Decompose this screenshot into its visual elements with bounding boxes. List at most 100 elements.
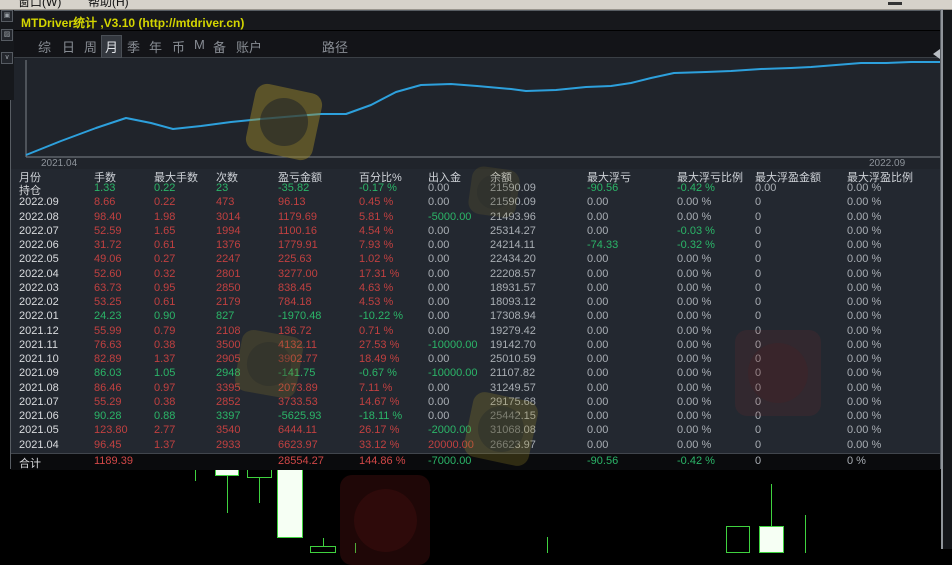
menu-item-1[interactable]: 帮助(H): [88, 0, 129, 9]
cell: -0.32 %: [677, 239, 715, 251]
table-row-9[interactable]: 2022.01 24.23 0.90 827 -1970.48 -10.22 % 0.00 1…: [11, 310, 940, 324]
table-row-0[interactable]: 持仓 1.33 0.22 23 -35.82 -0.17 % 0.00 21590.09 -90…: [11, 182, 940, 197]
column-header-4[interactable]: 盈亏金额: [278, 172, 322, 184]
table-row-3[interactable]: 2022.07 52.59 1.65 1994 1100.16 4.54 % 0.00 253…: [11, 225, 940, 239]
cell: 2179: [216, 296, 241, 308]
candle-wick: [771, 484, 772, 526]
cell: 0.00: [428, 182, 450, 194]
cell: 3014: [216, 210, 241, 223]
cell: 0.00 %: [847, 353, 882, 365]
cell: 0.00: [587, 438, 609, 451]
cell: 2852: [216, 395, 241, 408]
table-row-15[interactable]: 2021.07 55.29 0.38 2852 3733.53 14.67 % 0.00 29…: [11, 396, 940, 410]
cell: 52.59: [94, 224, 122, 237]
cell: 0.00 %: [847, 381, 882, 394]
cell: 784.18: [278, 296, 312, 308]
cell: 0.00 %: [847, 338, 882, 351]
toolbar-item-5[interactable]: 年: [149, 40, 163, 55]
table-row-2[interactable]: 2022.08 98.40 1.98 3014 1179.69 5.81 % -5000.0…: [11, 211, 940, 225]
table-row-6[interactable]: 2022.04 52.60 0.32 2801 3277.00 17.31 % 0.00 22…: [11, 268, 940, 282]
column-header-8[interactable]: 最大浮亏: [587, 172, 631, 184]
splitter-handle[interactable]: [941, 9, 943, 549]
cell: 0: [755, 338, 762, 351]
collapse-left-icon[interactable]: [933, 49, 940, 59]
table-row-5[interactable]: 2022.05 49.06 0.27 2247 225.63 1.02 % 0.00 2243…: [11, 253, 940, 267]
table-row-11[interactable]: 2021.11 76.63 0.38 3500 4132.11 27.53 % -10000…: [11, 339, 940, 353]
table-row-17[interactable]: 2021.05 123.80 2.77 3540 6444.11 26.17 % -2000…: [11, 424, 940, 438]
stats-toolbar: 综日周月季年币 M 备账户 路径: [11, 31, 940, 58]
cell: 0: [755, 224, 762, 237]
cell: 19279.42: [490, 324, 536, 337]
cell: 0.00: [587, 210, 609, 223]
column-header-6[interactable]: 出入金: [428, 172, 461, 184]
column-header-7[interactable]: 余额: [490, 172, 512, 184]
cell: 2021.07: [19, 395, 59, 408]
total-row[interactable]: 合计 1189.39 28554.27 144.86 % -7000.00 -90.56 -…: [11, 452, 940, 470]
toolbar-item-0[interactable]: 综: [38, 40, 52, 55]
cell: 1.02 %: [359, 253, 394, 266]
toolbar-item-10[interactable]: 路径: [322, 40, 349, 55]
cell: 2022.08: [19, 210, 59, 223]
cell: 0.00 %: [847, 410, 882, 422]
cell: 2905: [216, 353, 241, 365]
toolbar-item-8[interactable]: 备: [213, 40, 227, 55]
cell: 25314.27: [490, 224, 536, 237]
column-header-11[interactable]: 最大浮盈比例: [847, 172, 913, 184]
table-row-13[interactable]: 2021.09 86.03 1.05 2948 -141.75 -0.67 % -10000…: [11, 367, 940, 381]
table-row-7[interactable]: 2022.03 63.73 0.95 2850 838.45 4.63 % 0.00 1893…: [11, 282, 940, 296]
watermark-logo: [243, 81, 325, 163]
cell: 0: [755, 410, 762, 422]
cell: 2108: [216, 324, 241, 337]
column-header-10[interactable]: 最大浮盈金额: [755, 172, 821, 184]
cell: 0.00: [428, 239, 450, 251]
column-header-2[interactable]: 最大手数: [154, 172, 198, 184]
column-header-9[interactable]: 最大浮亏比例: [677, 172, 743, 184]
column-header-5[interactable]: 百分比%: [359, 172, 402, 184]
cell: 0: [755, 210, 762, 223]
cell: 5.81 %: [359, 210, 394, 223]
cell: 4.63 %: [359, 281, 394, 294]
toolbar-item-2[interactable]: 周: [84, 40, 98, 55]
watermark-logo: [466, 164, 522, 220]
toolbar-item-1[interactable]: 日: [62, 40, 76, 55]
table-row-10[interactable]: 2021.12 55.99 0.79 2108 136.72 0.71 % 0.00 1927…: [11, 325, 940, 339]
table-row-16[interactable]: 2021.06 90.28 0.88 3397 -5625.93 -18.11 % 0.00…: [11, 410, 940, 424]
table-row-12[interactable]: 2021.10 82.89 1.37 2905 3902.77 18.49 % 0.00 25…: [11, 353, 940, 367]
cell: 0.00 %: [847, 210, 882, 223]
toolbar-item-6[interactable]: 币: [172, 40, 186, 55]
candle-wick: [547, 537, 548, 553]
cell: 27.53 %: [359, 338, 400, 351]
host-image-icon[interactable]: ▨: [1, 29, 13, 41]
column-header-3[interactable]: 次数: [216, 172, 238, 184]
toolbar-item-9[interactable]: 账户: [236, 40, 263, 55]
toolbar-item-7[interactable]: M: [194, 37, 205, 52]
cell: 1376: [216, 239, 241, 251]
cell: 473: [216, 196, 235, 209]
column-header-0[interactable]: 月份: [19, 172, 41, 184]
table-row-1[interactable]: 2022.09 8.66 0.22 473 96.13 0.45 % 0.00 21590.0…: [11, 196, 940, 210]
table-row-4[interactable]: 2022.06 31.72 0.61 1376 1779.91 7.93 % 0.00 242…: [11, 239, 940, 253]
equity-curve-svg: [25, 60, 940, 158]
cell: 33.12 %: [359, 438, 400, 451]
toolbar-item-3[interactable]: 月: [100, 35, 123, 58]
toolbar-item-4[interactable]: 季: [127, 40, 141, 55]
minimize-icon[interactable]: [888, 2, 902, 5]
stats-title-bar[interactable]: MTDriver统计 ,V3.10 (http://mtdriver.cn): [11, 11, 940, 31]
table-row-8[interactable]: 2022.02 53.25 0.61 2179 784.18 4.53 % 0.00 1809…: [11, 296, 940, 310]
mtdriver-stats-window: MTDriver统计 ,V3.10 (http://mtdriver.cn) 综…: [10, 10, 941, 470]
cell: -0.67 %: [359, 367, 397, 380]
cell: -90.56: [587, 454, 619, 467]
cell: 0.00 %: [677, 196, 712, 209]
cell: 0.00 %: [847, 324, 882, 337]
cell: 90.28: [94, 410, 122, 422]
cell: 23: [216, 182, 229, 194]
host-tool-icon[interactable]: ▣: [1, 10, 13, 22]
cell: 225.63: [278, 253, 312, 266]
menu-item-0[interactable]: 窗口(W): [18, 0, 62, 9]
cell: 0.32: [154, 267, 176, 280]
table-row-18[interactable]: 2021.04 96.45 1.37 2933 6623.97 33.12 % 20000.…: [11, 439, 940, 453]
cell: 18093.12: [490, 296, 536, 308]
host-tool2-icon[interactable]: ∨: [1, 52, 13, 64]
column-header-1[interactable]: 手数: [94, 172, 116, 184]
table-row-14[interactable]: 2021.08 86.46 0.97 3395 2073.89 7.11 % 0.00 312…: [11, 382, 940, 396]
